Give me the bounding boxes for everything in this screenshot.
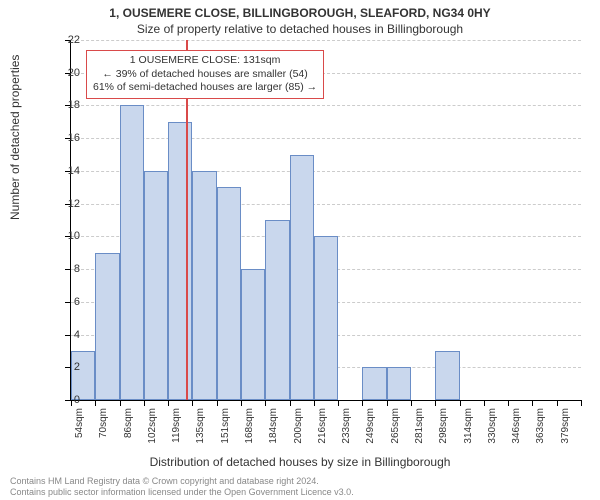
x-tick-label: 216sqm <box>317 408 328 458</box>
x-tick <box>508 400 509 406</box>
x-tick <box>144 400 145 406</box>
x-tick <box>362 400 363 406</box>
y-tick-label: 0 <box>50 394 80 406</box>
x-tick-label: 233sqm <box>341 408 352 458</box>
x-tick-label: 70sqm <box>98 408 109 458</box>
histogram-bar <box>192 171 216 400</box>
x-tick <box>192 400 193 406</box>
chart-title-line1: 1, OUSEMERE CLOSE, BILLINGBOROUGH, SLEAF… <box>0 6 600 20</box>
y-tick-label: 12 <box>50 198 80 210</box>
x-tick <box>168 400 169 406</box>
histogram-bar <box>265 220 289 400</box>
x-tick <box>435 400 436 406</box>
histogram-bar <box>387 367 411 400</box>
x-tick <box>241 400 242 406</box>
x-tick-label: 168sqm <box>244 408 255 458</box>
x-tick-label: 200sqm <box>293 408 304 458</box>
x-tick-label: 330sqm <box>487 408 498 458</box>
x-tick-label: 249sqm <box>365 408 376 458</box>
x-tick <box>314 400 315 406</box>
footer-line1: Contains HM Land Registry data © Crown c… <box>10 476 354 487</box>
annotation-line2: ← 39% of detached houses are smaller (54… <box>93 68 317 82</box>
x-tick <box>120 400 121 406</box>
x-tick <box>338 400 339 406</box>
annotation-line3: 61% of semi-detached houses are larger (… <box>93 81 317 95</box>
histogram-bar <box>362 367 386 400</box>
gridline <box>71 105 581 106</box>
x-tick <box>265 400 266 406</box>
x-tick <box>581 400 582 406</box>
x-tick-label: 265sqm <box>390 408 401 458</box>
footer-attribution: Contains HM Land Registry data © Crown c… <box>10 476 354 498</box>
gridline <box>71 138 581 139</box>
x-tick-label: 363sqm <box>535 408 546 458</box>
y-tick-label: 22 <box>50 34 80 46</box>
y-tick-label: 10 <box>50 230 80 242</box>
y-tick-label: 6 <box>50 296 80 308</box>
x-tick <box>532 400 533 406</box>
x-tick <box>95 400 96 406</box>
y-tick-label: 14 <box>50 165 80 177</box>
y-tick-label: 2 <box>50 361 80 373</box>
x-tick-label: 119sqm <box>171 408 182 458</box>
chart-title-line2: Size of property relative to detached ho… <box>0 22 600 36</box>
chart-plot-area: 1 OUSEMERE CLOSE: 131sqm ← 39% of detach… <box>70 40 581 401</box>
x-tick <box>484 400 485 406</box>
x-tick-label: 379sqm <box>560 408 571 458</box>
x-tick <box>387 400 388 406</box>
y-tick-label: 8 <box>50 263 80 275</box>
histogram-bar <box>168 122 192 400</box>
x-tick <box>411 400 412 406</box>
x-tick <box>290 400 291 406</box>
histogram-bar <box>144 171 168 400</box>
gridline <box>71 40 581 41</box>
histogram-bar <box>95 253 119 400</box>
x-tick-label: 314sqm <box>463 408 474 458</box>
x-tick-label: 86sqm <box>123 408 134 458</box>
y-tick-label: 4 <box>50 329 80 341</box>
x-tick-label: 298sqm <box>438 408 449 458</box>
x-tick-label: 102sqm <box>147 408 158 458</box>
x-tick <box>460 400 461 406</box>
marker-annotation-box: 1 OUSEMERE CLOSE: 131sqm ← 39% of detach… <box>86 50 324 99</box>
y-tick-label: 18 <box>50 99 80 111</box>
histogram-bar <box>314 236 338 400</box>
histogram-bar <box>241 269 265 400</box>
x-tick-label: 151sqm <box>220 408 231 458</box>
y-tick-label: 20 <box>50 67 80 79</box>
histogram-bar <box>120 105 144 400</box>
x-tick-label: 184sqm <box>268 408 279 458</box>
y-tick-label: 16 <box>50 132 80 144</box>
annotation-line1: 1 OUSEMERE CLOSE: 131sqm <box>93 54 317 68</box>
histogram-bar <box>71 351 95 400</box>
footer-line2: Contains public sector information licen… <box>10 487 354 498</box>
x-tick <box>217 400 218 406</box>
x-tick <box>557 400 558 406</box>
x-tick-label: 135sqm <box>195 408 206 458</box>
x-tick-label: 281sqm <box>414 408 425 458</box>
y-axis-title: Number of detached properties <box>8 55 22 220</box>
histogram-bar <box>217 187 241 400</box>
histogram-bar <box>435 351 459 400</box>
x-tick-label: 346sqm <box>511 408 522 458</box>
histogram-bar <box>290 155 314 400</box>
x-tick-label: 54sqm <box>74 408 85 458</box>
